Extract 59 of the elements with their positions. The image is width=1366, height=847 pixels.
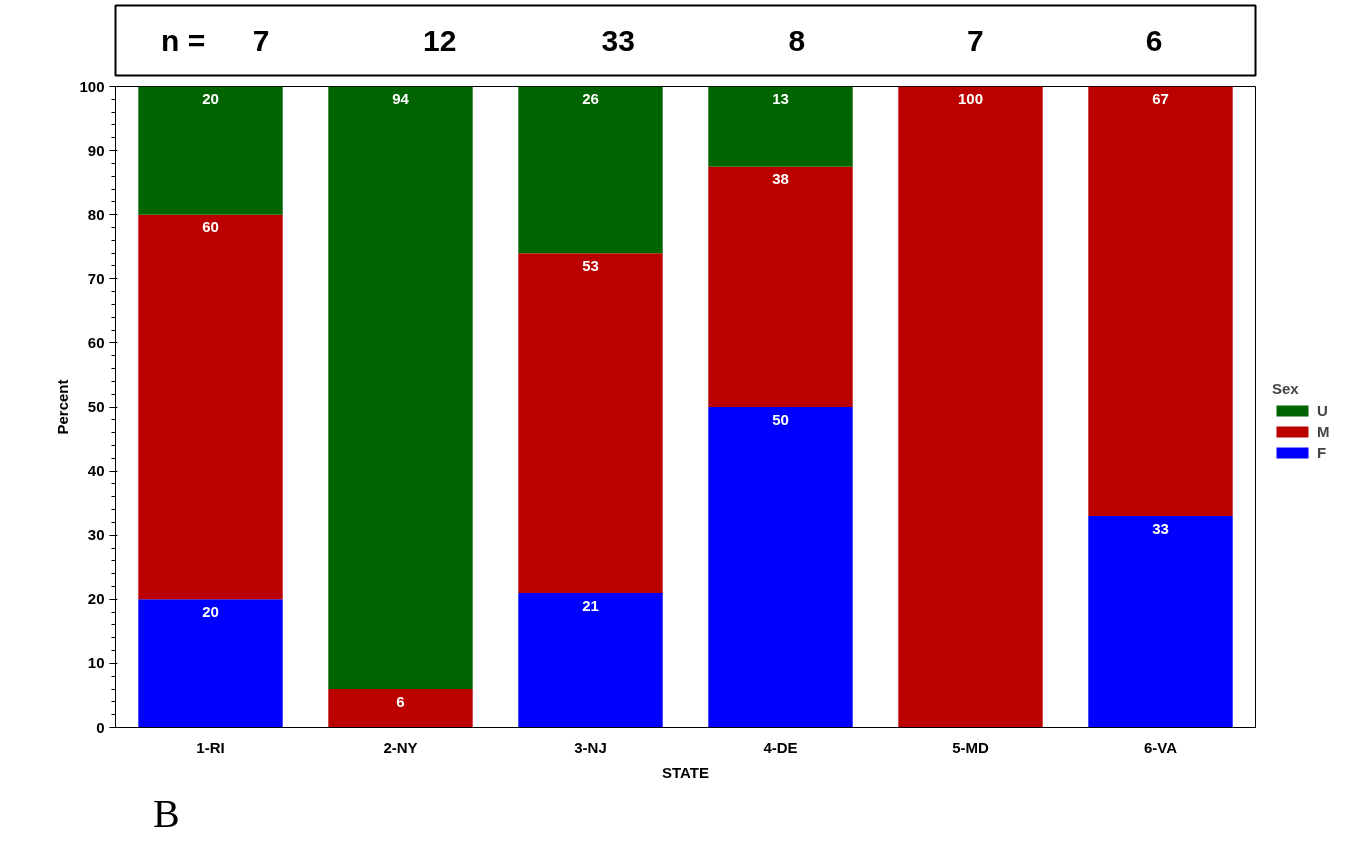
y-tick-label: 80 <box>87 205 105 223</box>
y-tick-label: 70 <box>87 269 105 287</box>
bar <box>708 407 853 728</box>
y-tick-label: 0 <box>96 718 105 736</box>
data-label: 38 <box>772 170 789 188</box>
legend-label: U <box>1317 401 1329 419</box>
bar <box>708 166 853 407</box>
bar <box>708 86 853 167</box>
text: 7 <box>252 23 270 57</box>
y-tick-label: 50 <box>87 398 105 415</box>
text: 12 <box>423 23 457 57</box>
x-axis-title: STATE <box>662 763 709 781</box>
data-label: 60 <box>202 218 219 236</box>
text: 6 <box>1145 23 1163 57</box>
bar <box>898 86 1043 728</box>
y-tick-label: 30 <box>87 526 105 544</box>
bar <box>518 253 663 593</box>
text: n = <box>161 24 206 57</box>
bar <box>138 86 283 215</box>
legend-label: F <box>1317 443 1328 461</box>
bar <box>138 214 283 600</box>
data-label: 100 <box>957 90 984 108</box>
x-tick-label: 6-VA <box>1143 738 1178 756</box>
x-tick-label: 3-NJ <box>574 738 607 756</box>
text: 7 <box>967 23 984 57</box>
data-label: 20 <box>202 602 219 620</box>
legend-title: Sex <box>1272 379 1300 397</box>
y-tick-label: 20 <box>87 590 105 608</box>
x-tick-label: 1-RI <box>196 738 225 756</box>
data-label: 20 <box>202 90 219 108</box>
bar <box>328 689 473 728</box>
y-tick-label: 40 <box>87 462 105 480</box>
bar <box>518 86 663 254</box>
bar <box>328 86 473 690</box>
data-label: 50 <box>772 410 789 428</box>
data-label: 94 <box>392 90 410 108</box>
text: 8 <box>788 23 806 57</box>
y-tick-label: 10 <box>87 654 105 672</box>
y-tick-label: 60 <box>87 333 105 351</box>
data-label: 67 <box>1152 90 1169 108</box>
y-tick-label: 90 <box>87 141 105 159</box>
data-label: 21 <box>582 596 599 614</box>
x-tick-label: 2-NY <box>383 738 418 756</box>
bar <box>1088 515 1233 728</box>
bar <box>1088 86 1233 516</box>
data-label: 53 <box>582 256 599 274</box>
x-tick-label: 4-DE <box>763 738 798 756</box>
legend-label: M <box>1317 422 1331 440</box>
y-axis-title: Percent <box>54 379 72 435</box>
text: B <box>152 790 180 836</box>
data-label: 33 <box>1152 519 1169 537</box>
x-tick-label: 5-MD <box>952 738 989 756</box>
data-label: 6 <box>396 692 405 710</box>
text: 33 <box>601 23 635 57</box>
data-label: 26 <box>582 90 599 108</box>
bar <box>138 599 283 728</box>
y-tick-label: 100 <box>79 77 105 95</box>
bar <box>518 592 663 728</box>
data-label: 13 <box>772 90 789 108</box>
